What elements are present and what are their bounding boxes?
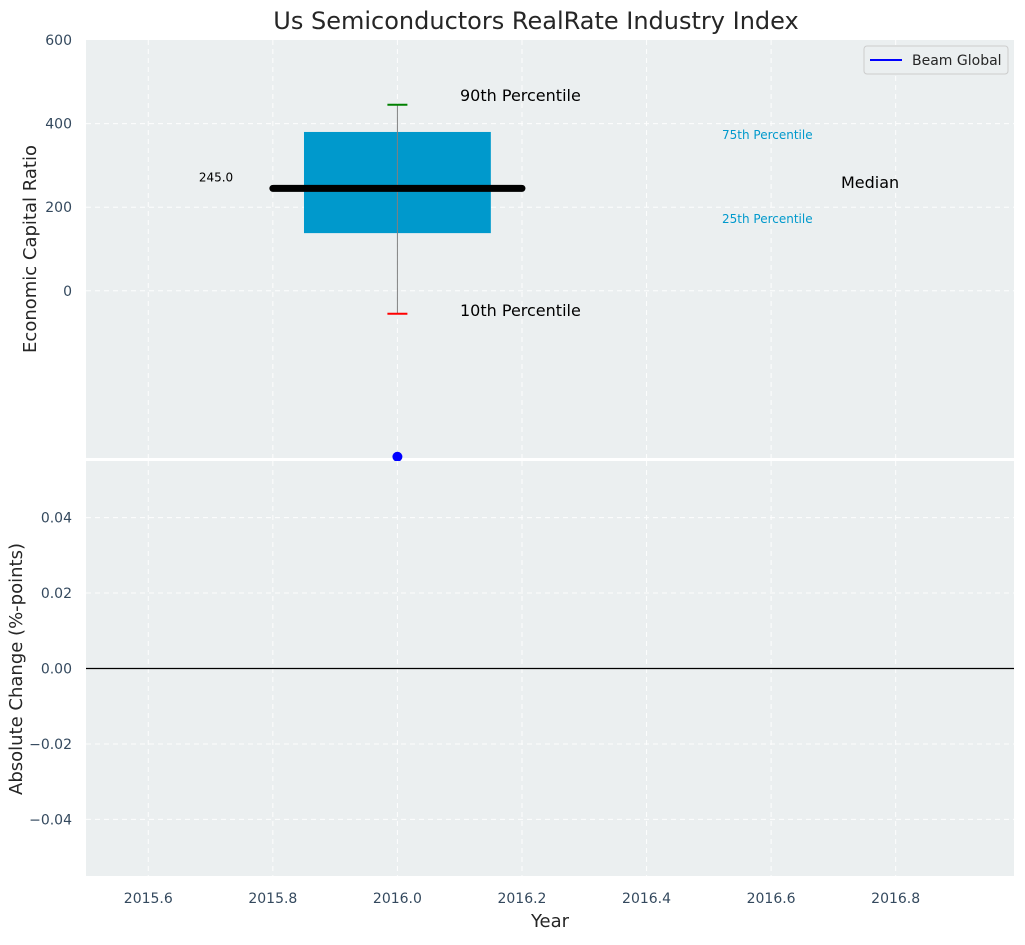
annotation-p90: 90th Percentile: [460, 86, 581, 105]
bottom-y-tick-label: 0.02: [41, 586, 72, 602]
point-beam-global: [392, 451, 403, 462]
annotation-median: Median: [841, 173, 899, 192]
boxplot: 245.0 90th Percentile 10th Percentile 75th …: [199, 86, 899, 462]
bottom-y-tick-label: −0.04: [29, 812, 72, 828]
top-y-axis-label: Economic Capital Ratio: [20, 145, 41, 353]
x-tick-label: 2015.6: [124, 891, 173, 907]
x-tick-label: 2016.4: [622, 891, 671, 907]
top-y-tick-label: 600: [45, 33, 72, 49]
x-axis-label: Year: [530, 911, 570, 932]
bottom-y-axis-label: Absolute Change (%-points): [6, 543, 27, 795]
legend-label-beam-global: Beam Global: [912, 53, 1002, 69]
top-y-tick-label: 400: [45, 117, 72, 133]
x-tick-label: 2015.8: [248, 891, 297, 907]
top-y-tick-labels: 0 200 400 600: [45, 33, 72, 300]
top-plot-area: [86, 40, 1014, 458]
chart-title: Us Semiconductors RealRate Industry Inde…: [273, 7, 798, 35]
x-tick-label: 2016.6: [747, 891, 796, 907]
annotation-p25: 25th Percentile: [722, 212, 813, 226]
bottom-y-tick-label: 0.04: [41, 511, 72, 527]
annotation-p75: 75th Percentile: [722, 128, 813, 142]
bottom-y-tick-label: −0.02: [29, 737, 72, 753]
top-y-tick-label: 200: [45, 200, 72, 216]
x-tick-label: 2016.2: [497, 891, 546, 907]
bottom-y-tick-labels: −0.04 −0.02 0.00 0.02 0.04: [29, 511, 72, 829]
median-value-label: 245.0: [199, 170, 233, 184]
x-tick-labels: 2015.6 2015.8 2016.0 2016.2 2016.4 2016.6 2016…: [124, 891, 920, 907]
legend: Beam Global: [863, 45, 1009, 75]
bottom-y-tick-label: 0.00: [41, 662, 72, 678]
annotation-p10: 10th Percentile: [460, 301, 581, 320]
x-tick-label: 2016.0: [373, 891, 422, 907]
top-y-tick-label: 0: [63, 284, 72, 300]
x-tick-label: 2016.8: [871, 891, 920, 907]
